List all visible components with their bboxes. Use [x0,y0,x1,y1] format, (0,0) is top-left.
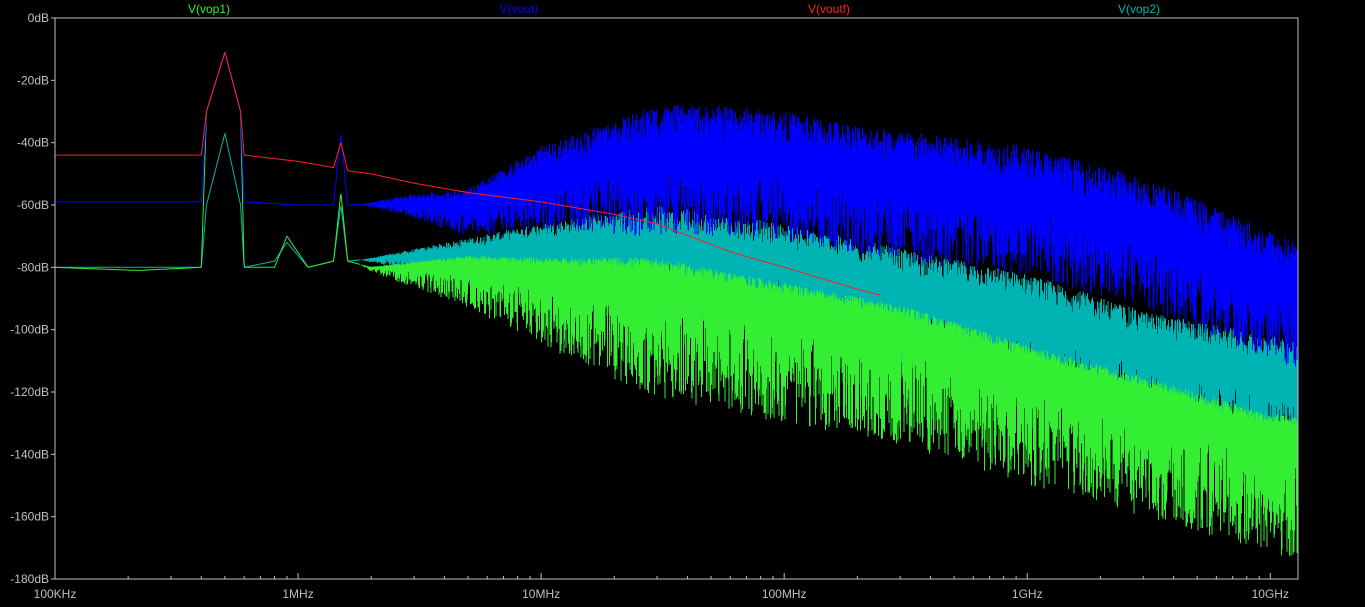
plot-frame [54,17,1299,580]
trace-layer [54,51,1299,557]
trace-line [55,132,1299,462]
x-tick-label: 10MHz [522,587,560,601]
y-tick-label: -40dB [17,136,49,150]
y-tick-label: -180dB [10,572,49,586]
x-tick-label: 1MHz [282,587,313,601]
y-tick-label: 0dB [28,11,49,25]
x-tick-label: 1GHz [1012,587,1043,601]
y-tick-label: -100dB [10,323,49,337]
trace-v-voutf- [55,51,881,296]
y-tick-label: -140dB [10,447,49,461]
legend-entry: V(voutf) [808,2,850,16]
y-tick-label: -20dB [17,73,49,87]
legend: V(vop1) V(vout) V(voutf) V(vop2) [188,2,1160,16]
y-tick-label: -120dB [10,385,49,399]
y-tick-label: -80dB [17,260,49,274]
x-tick-label: 10GHz [1252,587,1289,601]
legend-entry: V(vop1) [188,2,230,16]
y-tick-label: -60dB [17,198,49,212]
x-tick-label: 100MHz [762,587,807,601]
legend-entry: V(vop2) [1118,2,1160,16]
axes-layer: 0dB -20dB -40dB -60dB -80dB -100dB -120dB -140d… [10,11,1289,601]
trace-v-vop2- [55,132,1299,462]
y-tick-label: -160dB [10,510,49,524]
trace-line [55,51,881,296]
legend-entry: V(vout) [500,2,539,16]
x-tick-label: 100KHz [34,587,77,601]
